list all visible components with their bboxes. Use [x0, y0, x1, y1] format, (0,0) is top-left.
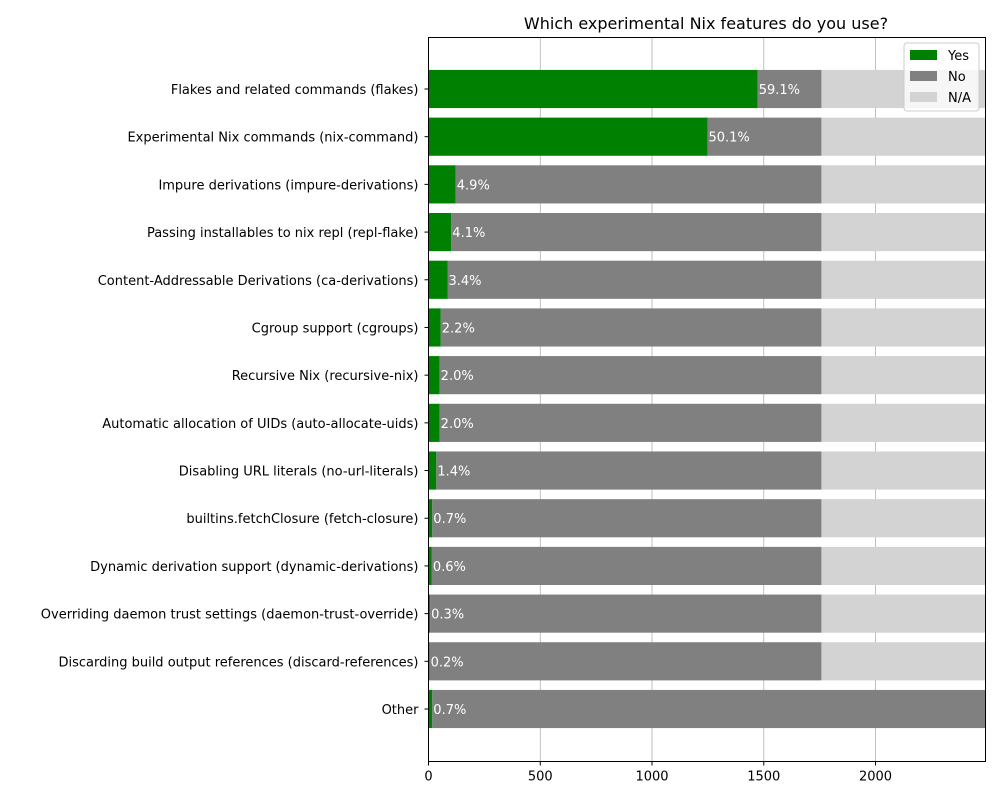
- data-label: 0.3%: [431, 608, 464, 623]
- x-tick-label: 1000: [635, 770, 668, 785]
- bar-yes: [428, 546, 432, 585]
- y-tick-label: Other: [382, 703, 420, 718]
- y-axis-ticks: Flakes and related commands (flakes) Expe…: [41, 83, 429, 718]
- legend-swatch-na: [910, 92, 937, 102]
- bar-yes: [428, 213, 452, 252]
- legend-label: Yes: [947, 49, 969, 64]
- bar-no: [451, 213, 822, 252]
- data-label: 2.2%: [442, 321, 475, 336]
- bar-no: [429, 642, 822, 681]
- bar-na: [821, 451, 986, 490]
- data-label: 0.6%: [433, 560, 466, 575]
- legend: Yes No N/A: [903, 42, 980, 112]
- bar-na: [821, 308, 986, 347]
- data-label: 59.1%: [759, 83, 800, 98]
- chart-title: Which experimental Nix features do you u…: [524, 14, 888, 33]
- bar-no: [436, 451, 822, 490]
- y-tick-label: Cgroup support (cgroups): [252, 321, 419, 336]
- data-label: 0.7%: [433, 703, 466, 718]
- data-label: 2.0%: [441, 369, 474, 384]
- bar-yes: [428, 451, 437, 490]
- bar-no: [455, 165, 822, 204]
- bar-yes: [428, 117, 708, 156]
- y-tick-label: Discarding build output references (disc…: [58, 655, 418, 670]
- bar-na: [821, 165, 986, 204]
- bar-no: [432, 689, 986, 729]
- x-axis-ticks: 0 500 1000 1500 2000: [424, 761, 892, 785]
- data-label: 4.9%: [457, 178, 490, 193]
- bar-yes: [428, 260, 448, 299]
- bar-no: [447, 260, 822, 299]
- bar-yes: [428, 642, 430, 681]
- bar-yes: [428, 356, 440, 395]
- bar-yes: [428, 594, 431, 633]
- bars: [428, 69, 986, 729]
- bar-na: [821, 546, 986, 585]
- y-tick-label: Dynamic derivation support (dynamic-deri…: [90, 560, 418, 575]
- bar-yes: [428, 308, 441, 347]
- y-tick-label: Automatic allocation of UIDs (auto-alloc…: [102, 417, 418, 432]
- bar-na: [821, 117, 986, 156]
- bar-na: [821, 499, 986, 538]
- data-label: 50.1%: [708, 131, 749, 146]
- bar-yes: [428, 689, 433, 729]
- bar-no: [431, 546, 822, 585]
- bar-na: [821, 260, 986, 299]
- y-tick-label: Passing installables to nix repl (repl-f…: [147, 226, 419, 241]
- legend-swatch-yes: [910, 50, 937, 60]
- y-tick-label: Overriding daemon trust settings (daemon…: [41, 608, 419, 623]
- y-tick-label: Recursive Nix (recursive-nix): [232, 369, 419, 384]
- bar-yes: [428, 499, 433, 538]
- bar-yes: [428, 165, 456, 204]
- y-tick-label: Content-Addressable Derivations (ca-deri…: [98, 274, 419, 289]
- y-tick-label: Disabling URL literals (no-url-literals): [179, 465, 419, 480]
- legend-swatch-no: [910, 71, 937, 81]
- x-tick-label: 2000: [859, 770, 892, 785]
- plot-frame: [428, 37, 986, 762]
- y-tick-label: Impure derivations (impure-derivations): [158, 178, 418, 193]
- x-tick-label: 1500: [747, 770, 780, 785]
- bar-na: [821, 213, 986, 252]
- data-label: 3.4%: [448, 274, 481, 289]
- data-label: 0.7%: [433, 512, 466, 527]
- bar-na: [821, 642, 986, 681]
- bar-no: [707, 117, 822, 156]
- x-tick-label: 0: [424, 770, 432, 785]
- bar-no: [440, 308, 822, 347]
- y-tick-label: Flakes and related commands (flakes): [171, 83, 419, 98]
- data-label: 2.0%: [441, 417, 474, 432]
- bar-na: [821, 403, 986, 442]
- bar-no: [430, 594, 822, 633]
- bar-no: [439, 403, 822, 442]
- bar-na: [821, 594, 986, 633]
- bar-yes: [428, 69, 758, 109]
- legend-label: N/A: [948, 91, 971, 106]
- data-label: 0.2%: [431, 655, 464, 670]
- data-label: 4.1%: [452, 226, 485, 241]
- x-tick-label: 500: [528, 770, 553, 785]
- y-tick-label: Experimental Nix commands (nix-command): [127, 131, 418, 146]
- data-labels: 59.1% 50.1% 4.9% 4.1% 3.4% 2.2% 2.0% 2.0% 1.4% 0.…: [431, 83, 800, 718]
- bar-no: [757, 69, 822, 109]
- bar-yes: [428, 403, 440, 442]
- y-tick-label: builtins.fetchClosure (fetch-closure): [186, 512, 418, 527]
- data-label: 1.4%: [437, 465, 470, 480]
- bar-no: [432, 499, 822, 538]
- legend-label: No: [948, 70, 966, 85]
- bar-no: [439, 356, 822, 395]
- bar-na: [821, 356, 986, 395]
